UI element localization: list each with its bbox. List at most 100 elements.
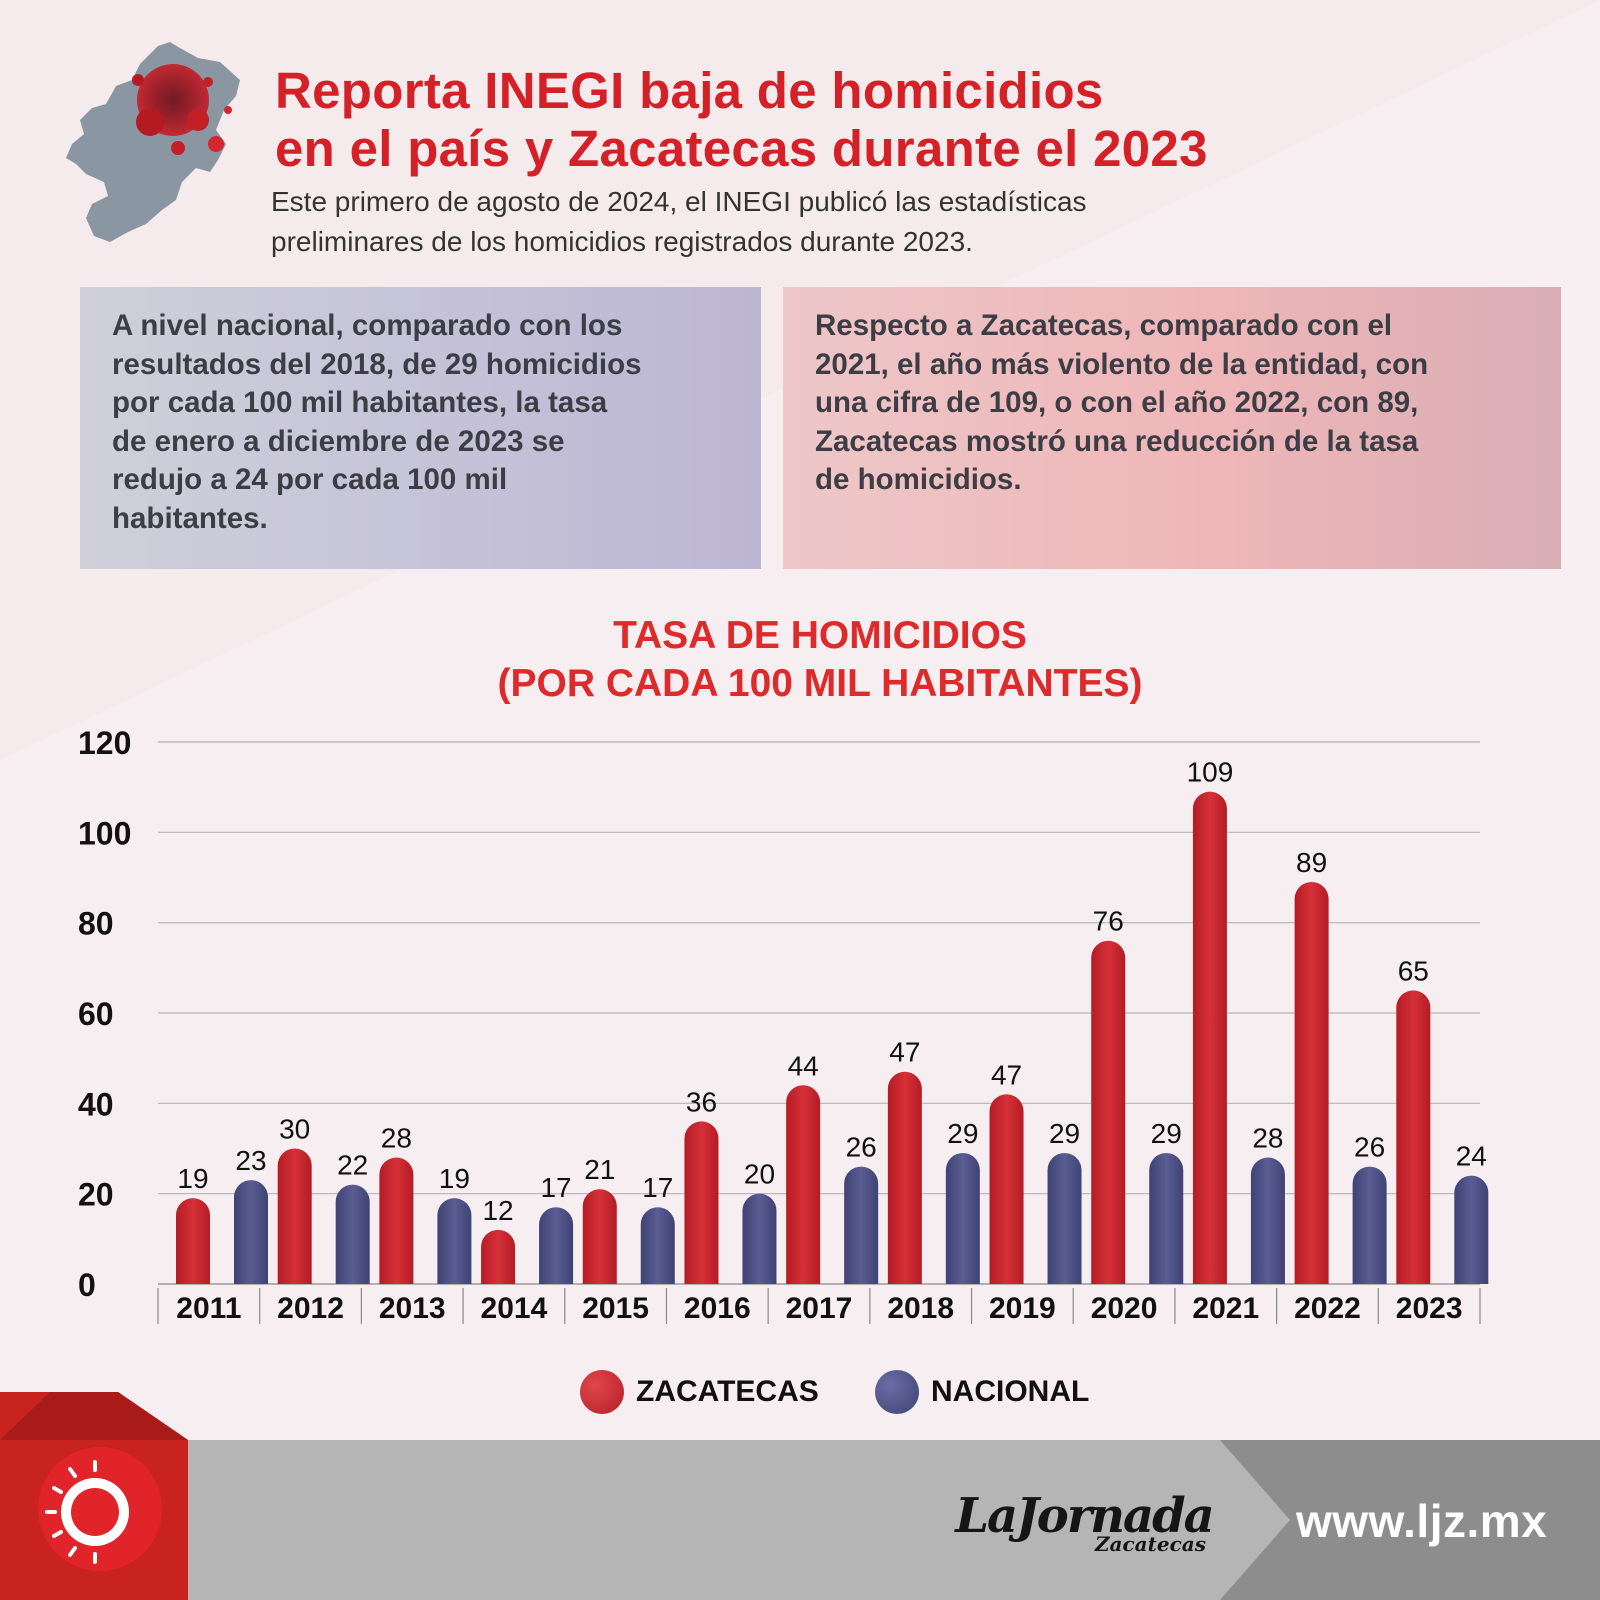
x-tick-label: 2012	[277, 1292, 344, 1325]
x-tick-label: 2015	[582, 1292, 649, 1325]
y-tick-label: 60	[78, 996, 114, 1032]
x-tick-label: 2020	[1091, 1292, 1158, 1325]
bar-nacional	[539, 1207, 574, 1284]
bar-nacional	[844, 1166, 879, 1284]
data-label-nacional: 17	[642, 1172, 673, 1203]
x-tick-label: 2013	[379, 1292, 446, 1325]
bar-zacatecas	[277, 1148, 312, 1284]
brand-subtitle: Zacatecas	[1094, 1532, 1206, 1556]
legend-item-nacional: NACIONAL	[875, 1368, 1089, 1416]
data-label-nacional: 29	[1049, 1118, 1080, 1149]
national-line-4: de enero a diciembre de 2023 se	[112, 424, 565, 458]
title-line-1: Reporta INEGI baja de homicidios	[275, 62, 1104, 119]
data-label-zacatecas: 21	[584, 1154, 615, 1185]
legend-label-zacatecas: ZACATECAS	[636, 1375, 819, 1408]
data-label-zacatecas: 36	[686, 1086, 717, 1117]
bar-zacatecas	[684, 1121, 719, 1284]
legend-label-nacional: NACIONAL	[931, 1375, 1090, 1408]
bar-zacatecas	[1192, 791, 1227, 1284]
title-line-2: en el país y Zacatecas durante el 2023	[275, 120, 1208, 177]
data-label-zacatecas: 76	[1093, 906, 1124, 937]
bar-zacatecas	[582, 1189, 617, 1284]
website-link[interactable]: www.ljz.mx	[1296, 1495, 1548, 1547]
bar-nacional	[1047, 1153, 1082, 1284]
y-tick-label: 40	[78, 1086, 114, 1122]
zacatecas-line-1: Respecto a Zacatecas, comparado con el	[815, 309, 1393, 342]
zacatecas-summary-box: Respecto a Zacatecas, comparado con el 2…	[783, 287, 1561, 569]
national-summary-box: A nivel nacional, comparado con los resu…	[80, 287, 761, 569]
brand-name: LaJornada	[955, 1488, 1215, 1544]
bar-nacional	[335, 1184, 370, 1284]
data-label-zacatecas: 109	[1187, 757, 1234, 788]
page-title: Reporta INEGI baja de homicidios en el p…	[275, 62, 1208, 178]
legend-item-zacatecas: ZACATECAS	[580, 1368, 819, 1416]
data-label-zacatecas: 12	[482, 1195, 513, 1226]
data-label-nacional: 29	[1151, 1118, 1182, 1149]
x-tick-label: 2011	[176, 1292, 241, 1325]
intro-line-2: preliminares de los homicidios registrad…	[271, 226, 973, 257]
data-label-nacional: 29	[947, 1118, 978, 1149]
x-tick-label: 2014	[481, 1292, 548, 1325]
bar-zacatecas	[379, 1157, 414, 1284]
bar-zacatecas	[786, 1085, 821, 1284]
x-tick-label: 2016	[684, 1292, 751, 1325]
data-label-zacatecas: 19	[177, 1163, 208, 1194]
bar-nacional	[1352, 1166, 1387, 1284]
data-label-nacional: 19	[439, 1163, 470, 1194]
data-label-zacatecas: 44	[788, 1050, 819, 1081]
data-label-nacional: 24	[1456, 1141, 1487, 1172]
data-label-nacional: 26	[846, 1132, 877, 1163]
bar-zacatecas	[1294, 882, 1329, 1284]
bar-zacatecas	[989, 1094, 1024, 1284]
bar-zacatecas	[176, 1198, 210, 1284]
bar-zacatecas	[1396, 990, 1431, 1284]
intro-line-1: Este primero de agosto de 2024, el INEGI…	[271, 186, 1087, 217]
data-label-nacional: 20	[744, 1159, 775, 1190]
bar-nacional	[1250, 1157, 1285, 1284]
bar-nacional	[1149, 1153, 1184, 1284]
zacatecas-line-4: Zacatecas mostró una reducción de la tas…	[815, 424, 1419, 458]
y-tick-label: 120	[78, 725, 131, 761]
national-line-3: por cada 100 mil habitantes, la tasa	[112, 386, 608, 419]
data-label-zacatecas: 47	[889, 1037, 920, 1068]
data-label-nacional: 28	[1252, 1123, 1283, 1154]
zacatecas-line-3: una cifra de 109, o con el año 2022, con…	[815, 386, 1419, 419]
data-label-nacional: 17	[540, 1172, 571, 1203]
chart-subtitle: (POR CADA 100 MIL HABITANTES)	[497, 662, 1143, 705]
bar-nacional	[437, 1198, 472, 1284]
chart-title: TASA DE HOMICIDIOS (POR CADA 100 MIL HAB…	[400, 612, 1240, 708]
bar-nacional	[742, 1193, 777, 1284]
national-line-1: A nivel nacional, comparado con los	[112, 309, 623, 342]
bar-zacatecas	[481, 1229, 516, 1284]
national-line-2: resultados del 2018, de 29 homicidios	[112, 347, 642, 381]
zacatecas-line-5: de homicidios.	[815, 463, 1022, 496]
y-tick-label: 20	[78, 1177, 114, 1213]
y-tick-label: 100	[78, 815, 131, 851]
data-label-zacatecas: 47	[991, 1059, 1022, 1090]
data-label-zacatecas: 65	[1398, 955, 1429, 986]
homicide-rate-chart: 0204060801001201923201130222012281920131…	[78, 725, 1489, 1325]
data-label-nacional: 26	[1354, 1132, 1385, 1163]
legend-swatch-zacatecas	[580, 1370, 624, 1414]
x-tick-label: 2021	[1192, 1292, 1259, 1325]
x-tick-label: 2019	[989, 1292, 1056, 1325]
x-tick-label: 2023	[1396, 1292, 1463, 1325]
bar-zacatecas	[887, 1071, 922, 1284]
legend-swatch-nacional	[875, 1370, 919, 1414]
zacatecas-line-2: 2021, el año más violento de la entidad,…	[815, 347, 1429, 381]
la-jornada-logo: LaJornada Zacatecas	[954, 1488, 1215, 1556]
x-tick-label: 2018	[887, 1292, 954, 1325]
national-line-5: redujo a 24 por cada 100 mil	[112, 463, 508, 496]
national-line-6: habitantes.	[112, 501, 268, 535]
data-label-nacional: 22	[337, 1150, 368, 1181]
chart-title-main: TASA DE HOMICIDIOS	[613, 614, 1027, 657]
bar-nacional	[945, 1153, 980, 1284]
data-label-zacatecas: 89	[1296, 847, 1327, 878]
intro-text: Este primero de agosto de 2024, el INEGI…	[271, 182, 1511, 262]
data-label-nacional: 23	[235, 1145, 266, 1176]
bar-nacional	[234, 1180, 268, 1284]
data-label-zacatecas: 30	[279, 1114, 310, 1145]
la-jornada-sun-emblem-icon	[38, 1447, 162, 1571]
y-tick-label: 80	[78, 906, 114, 942]
bar-zacatecas	[1091, 940, 1126, 1284]
